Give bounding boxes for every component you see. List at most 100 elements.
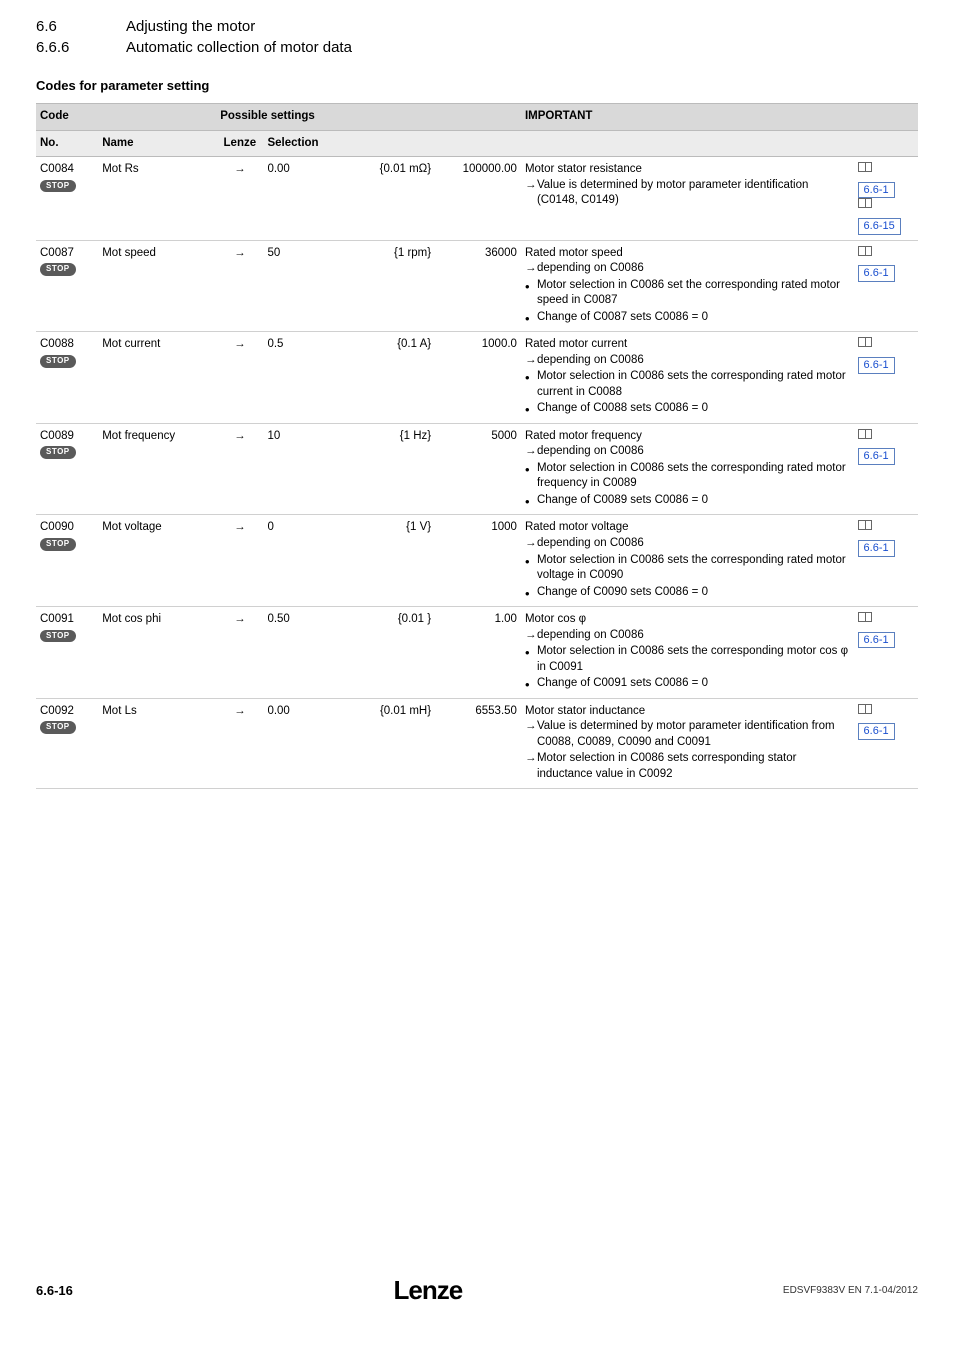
th-lenze: Lenze [216, 130, 263, 157]
book-icon [858, 429, 872, 439]
cell-selection-step: {0.01 mH} [328, 698, 435, 789]
cell-lenze-arrow: → [216, 607, 263, 699]
cell-important: Rated motor voltagedepending on C0086Mot… [521, 515, 854, 607]
book-icon [858, 337, 872, 347]
cell-name: Mot speed [98, 240, 216, 332]
important-item: Change of C0089 sets C0086 = 0 [525, 493, 850, 509]
stop-icon: STOP [40, 630, 76, 643]
table-row: C0089STOPMot frequency→10{1 Hz}5000Rated… [36, 423, 918, 515]
important-item: depending on C0086 [525, 628, 850, 644]
important-item: Motor selection in C0086 sets the corres… [525, 369, 850, 400]
cell-lenze-arrow: → [216, 423, 263, 515]
section-number-2: 6.6.6 [36, 39, 126, 56]
cell-name: Mot cos phi [98, 607, 216, 699]
table-row: C0087STOPMot speed→50{1 rpm}36000Rated m… [36, 240, 918, 332]
important-item: Change of C0091 sets C0086 = 0 [525, 676, 850, 692]
cell-name: Mot current [98, 332, 216, 424]
cell-selection-step: {1 V} [328, 515, 435, 607]
codes-heading: Codes for parameter setting [36, 78, 918, 93]
cell-name: Mot frequency [98, 423, 216, 515]
reference-link[interactable]: 6.6-1 [858, 723, 895, 740]
cell-selection-step: {1 rpm} [328, 240, 435, 332]
cell-selection-step: {0.01 } [328, 607, 435, 699]
stop-icon: STOP [40, 263, 76, 276]
important-item: Motor selection in C0086 set the corresp… [525, 278, 850, 309]
section-number-1: 6.6 [36, 18, 126, 35]
important-item: Value is determined by motor parameter i… [525, 719, 850, 750]
reference-link[interactable]: 6.6-1 [858, 448, 895, 465]
cell-name: Mot Rs [98, 157, 216, 241]
table-row: C0088STOPMot current→0.5{0.1 A}1000.0Rat… [36, 332, 918, 424]
cell-code-no: C0087STOP [36, 240, 98, 332]
cell-code-no: C0084STOP [36, 157, 98, 241]
important-item: Motor selection in C0086 sets correspond… [525, 751, 850, 782]
cell-selection-max: 36000 [435, 240, 521, 332]
stop-icon: STOP [40, 538, 76, 551]
book-icon [858, 612, 872, 622]
cell-reference: 6.6-1 [854, 332, 918, 424]
cell-selection-max: 5000 [435, 423, 521, 515]
cell-selection-max: 6553.50 [435, 698, 521, 789]
stop-icon: STOP [40, 721, 76, 734]
th-important: IMPORTANT [521, 104, 918, 131]
cell-selection-min: 10 [263, 423, 327, 515]
reference-link[interactable]: 6.6-1 [858, 265, 895, 282]
cell-important: Rated motor currentdepending on C0086Mot… [521, 332, 854, 424]
cell-reference: 6.6-1 [854, 607, 918, 699]
cell-reference: 6.6-1 6.6-15 [854, 157, 918, 241]
cell-lenze-arrow: → [216, 332, 263, 424]
cell-important: Rated motor speeddepending on C0086Motor… [521, 240, 854, 332]
table-row: C0091STOPMot cos phi→0.50{0.01 }1.00Moto… [36, 607, 918, 699]
reference-link[interactable]: 6.6-15 [858, 218, 901, 235]
th-important-blank [521, 130, 854, 157]
cell-selection-min: 0.50 [263, 607, 327, 699]
th-code: Code [36, 104, 216, 131]
cell-important: Motor cos φdepending on C0086Motor selec… [521, 607, 854, 699]
cell-selection-max: 100000.00 [435, 157, 521, 241]
reference-link[interactable]: 6.6-1 [858, 357, 895, 374]
cell-lenze-arrow: → [216, 240, 263, 332]
reference-link[interactable]: 6.6-1 [858, 182, 895, 199]
cell-code-no: C0092STOP [36, 698, 98, 789]
th-possible: Possible settings [216, 104, 521, 131]
section-title-2: Automatic collection of motor data [126, 39, 352, 56]
book-icon [858, 162, 872, 172]
important-item: depending on C0086 [525, 261, 850, 277]
book-icon [858, 520, 872, 530]
cell-selection-min: 0 [263, 515, 327, 607]
table-row: C0092STOPMot Ls→0.00{0.01 mH}6553.50Moto… [36, 698, 918, 789]
cell-reference: 6.6-1 [854, 698, 918, 789]
table-header-row-2: No. Name Lenze Selection [36, 130, 918, 157]
lenze-logo: Lenze [394, 1275, 463, 1306]
cell-reference: 6.6-1 [854, 423, 918, 515]
reference-link[interactable]: 6.6-1 [858, 632, 895, 649]
cell-important: Motor stator inductanceValue is determin… [521, 698, 854, 789]
th-no: No. [36, 130, 98, 157]
cell-name: Mot voltage [98, 515, 216, 607]
cell-reference: 6.6-1 [854, 515, 918, 607]
cell-selection-min: 0.5 [263, 332, 327, 424]
cell-selection-min: 0.00 [263, 698, 327, 789]
th-name: Name [98, 130, 216, 157]
cell-lenze-arrow: → [216, 698, 263, 789]
cell-selection-max: 1.00 [435, 607, 521, 699]
book-icon [858, 704, 872, 714]
cell-lenze-arrow: → [216, 157, 263, 241]
cell-important: Rated motor frequencydepending on C0086M… [521, 423, 854, 515]
cell-selection-max: 1000 [435, 515, 521, 607]
table-header-row-1: Code Possible settings IMPORTANT [36, 104, 918, 131]
th-selection: Selection [263, 130, 521, 157]
important-item: Value is determined by motor parameter i… [525, 178, 850, 209]
stop-icon: STOP [40, 446, 76, 459]
reference-link[interactable]: 6.6-1 [858, 540, 895, 557]
cell-selection-max: 1000.0 [435, 332, 521, 424]
important-item: depending on C0086 [525, 444, 850, 460]
cell-selection-step: {1 Hz} [328, 423, 435, 515]
cell-name: Mot Ls [98, 698, 216, 789]
th-ref-blank [854, 130, 918, 157]
page-header: 6.6 Adjusting the motor 6.6.6 Automatic … [36, 18, 918, 56]
cell-code-no: C0091STOP [36, 607, 98, 699]
cell-code-no: C0088STOP [36, 332, 98, 424]
cell-selection-min: 50 [263, 240, 327, 332]
important-item: depending on C0086 [525, 353, 850, 369]
